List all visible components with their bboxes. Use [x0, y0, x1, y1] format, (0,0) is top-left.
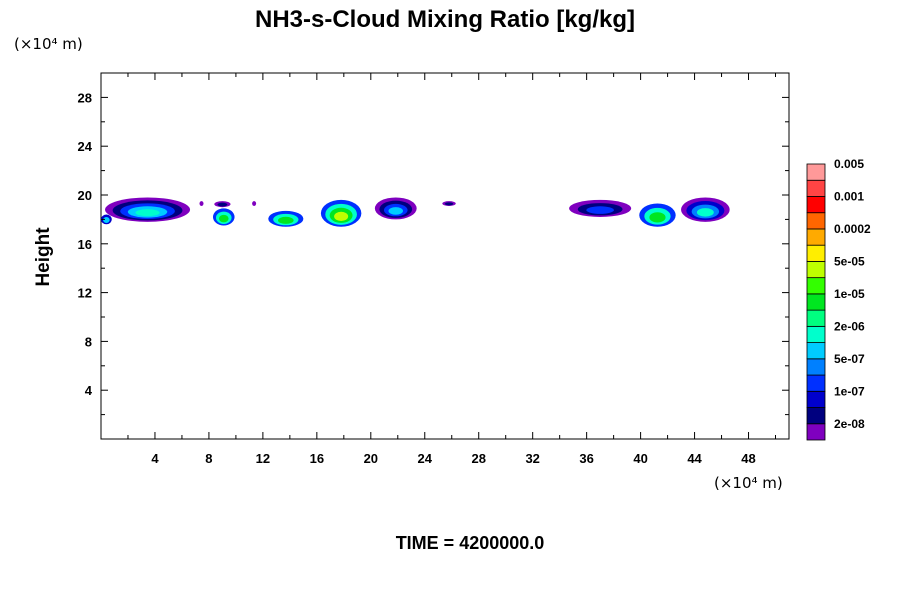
colorbar-swatch — [806, 277, 826, 295]
colorbar-swatch — [806, 342, 826, 360]
cloud-patch — [252, 201, 257, 206]
cloud-contour — [586, 206, 614, 214]
cloud-patch — [374, 197, 417, 220]
colorbar-label: 1e-05 — [834, 287, 865, 301]
cloud-contour — [218, 214, 229, 223]
cloud-contour — [649, 212, 666, 223]
x-tick-label: 12 — [256, 451, 270, 466]
colorbar-swatch — [806, 390, 826, 408]
time-label: TIME = 4200000.0 — [396, 533, 545, 553]
plot-frame — [100, 72, 790, 440]
y-tick-label: 4 — [85, 383, 93, 398]
cloud-contour — [388, 207, 404, 215]
x-axis: 4 8 12 16 20 24 28 32 36 40 44 48 — [127, 73, 777, 466]
y-axis: 4 8 12 16 20 24 28 — [78, 90, 789, 416]
x-tick-label: 44 — [687, 451, 702, 466]
cloud-patch — [639, 203, 676, 227]
cloud-patch — [101, 214, 112, 225]
x-tick-label: 24 — [418, 451, 433, 466]
colorbar-swatch — [806, 293, 826, 311]
cloud-patch — [212, 208, 235, 226]
colorbar-swatch — [806, 163, 826, 181]
y-tick-label: 28 — [78, 90, 92, 105]
x-tick-label: 40 — [633, 451, 647, 466]
colorbar-swatch — [806, 228, 826, 246]
colorbar-swatch — [806, 407, 826, 425]
colorbar-swatch — [806, 374, 826, 392]
cloud-patch — [105, 197, 191, 222]
cloud-patch — [199, 201, 204, 206]
colorbar-swatch — [806, 212, 826, 230]
x-tick-label: 4 — [151, 451, 159, 466]
x-unit-label: (×10⁴ m) — [714, 474, 783, 492]
colorbar-label: 2e-06 — [834, 319, 865, 333]
colorbar-swatch — [806, 309, 826, 327]
y-axis-label: Height — [33, 227, 54, 287]
y-tick-label: 12 — [78, 286, 92, 301]
cloud-contour — [217, 202, 228, 207]
x-tick-label: 32 — [525, 451, 539, 466]
x-tick-label: 8 — [205, 451, 212, 466]
chart-title: NH3-s-Cloud Mixing Ratio [kg/kg] — [255, 6, 635, 33]
x-tick-label: 48 — [741, 451, 755, 466]
x-tick-label: 28 — [471, 451, 485, 466]
cloud-patch — [569, 199, 632, 217]
cloud-patch — [442, 201, 456, 206]
cloud-contour — [696, 208, 714, 217]
x-tick-label: 20 — [364, 451, 378, 466]
colorbar-label: 0.0002 — [834, 222, 871, 236]
cloud-patch — [268, 210, 304, 227]
cloud-patch — [214, 201, 231, 208]
x-tick-label: 36 — [579, 451, 593, 466]
y-tick-label: 16 — [78, 237, 92, 252]
colorbar-swatch — [806, 358, 826, 376]
colorbar-label: 0.005 — [834, 157, 864, 171]
colorbar-swatch — [806, 325, 826, 343]
y-tick-label: 8 — [85, 334, 92, 349]
cloud-contour — [135, 209, 160, 217]
cloud-contour — [334, 211, 349, 222]
cloud-contour — [103, 217, 110, 224]
y-unit-label: (×10⁴ m) — [14, 35, 83, 53]
cloud-patch — [320, 199, 362, 227]
colorbar-label: 0.001 — [834, 189, 864, 203]
x-tick-label: 16 — [310, 451, 324, 466]
colorbar-label: 5e-07 — [834, 352, 865, 366]
colorbar-legend: 2e-08 1e-07 5e-07 2e-06 1e-05 5e-05 0.0002 0.00… — [806, 157, 871, 441]
colorbar-swatch — [806, 179, 826, 197]
colorbar-swatch — [806, 244, 826, 262]
cloud-contour — [199, 201, 204, 206]
cloud-contour — [278, 216, 294, 224]
cloud-patch — [681, 197, 730, 222]
colorbar-label: 2e-08 — [834, 417, 865, 431]
colorbar-swatch — [806, 261, 826, 279]
colorbar-label: 5e-05 — [834, 254, 865, 268]
y-tick-label: 20 — [78, 188, 92, 203]
cloud-contour — [252, 201, 257, 206]
colorbar-swatch — [806, 196, 826, 214]
cloud-contour — [444, 202, 454, 206]
y-tick-label: 24 — [78, 139, 93, 154]
colorbar-label: 1e-07 — [834, 384, 865, 398]
colorbar-swatch — [806, 423, 826, 441]
cloud-field — [101, 197, 730, 227]
